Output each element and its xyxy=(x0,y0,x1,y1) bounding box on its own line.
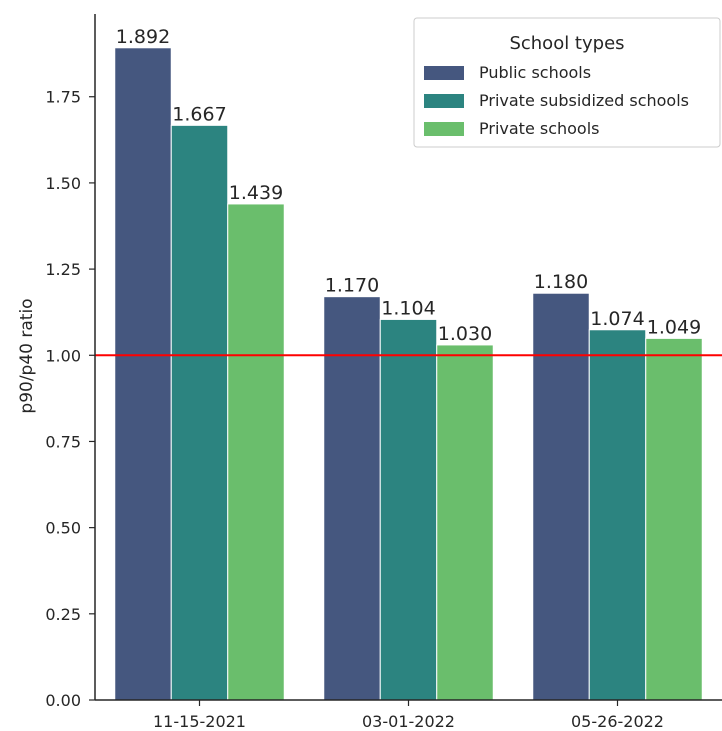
legend-swatch xyxy=(424,66,464,80)
y-tick-label: 1.00 xyxy=(45,346,81,365)
bar xyxy=(170,124,229,701)
bar-value-label: 1.049 xyxy=(647,316,701,338)
bar xyxy=(588,329,647,701)
y-axis-title: p90/p40 ratio xyxy=(17,298,37,413)
bar-value-label: 1.892 xyxy=(116,26,170,48)
bars-group xyxy=(114,47,703,701)
bar-value-label: 1.030 xyxy=(438,323,492,345)
y-tick-label: 0.75 xyxy=(45,432,81,451)
bar xyxy=(645,337,703,701)
legend-swatch xyxy=(424,122,464,136)
bar xyxy=(379,318,438,701)
legend-label: Private subsidized schools xyxy=(479,91,689,110)
y-axis: 0.00 0.25 0.50 0.75 1.00 1.25 1.50 1.75 xyxy=(45,88,95,710)
bar-value-label: 1.180 xyxy=(534,271,588,293)
y-tick-label: 1.50 xyxy=(45,174,81,193)
legend-label: Private schools xyxy=(479,119,600,138)
bar-value-label: 1.439 xyxy=(229,182,283,204)
y-tick-label: 0.50 xyxy=(45,519,81,538)
x-tick-label: 03-01-2022 xyxy=(362,712,455,731)
y-tick-label: 0.00 xyxy=(45,691,81,710)
y-tick-label: 1.75 xyxy=(45,88,81,107)
y-tick-label: 0.25 xyxy=(45,605,81,624)
x-axis: 11-15-2021 03-01-2022 05-26-2022 xyxy=(153,700,664,731)
bar-value-label: 1.170 xyxy=(325,275,379,297)
y-tick-label: 1.25 xyxy=(45,260,81,279)
legend-label: Public schools xyxy=(479,63,591,82)
bar-value-label: 1.074 xyxy=(590,308,644,330)
bar xyxy=(227,203,285,701)
x-tick-label: 05-26-2022 xyxy=(571,712,664,731)
x-tick-label: 11-15-2021 xyxy=(153,712,246,731)
legend-title: School types xyxy=(509,33,624,54)
legend-box xyxy=(413,17,721,148)
bar xyxy=(323,296,381,701)
bar-value-label: 1.667 xyxy=(172,103,226,125)
bar xyxy=(436,344,494,701)
bar xyxy=(114,47,172,701)
legend: School types Public schools Private subsi… xyxy=(413,17,721,148)
bar-value-label: 1.104 xyxy=(381,297,435,319)
legend-swatch xyxy=(424,94,464,108)
bar xyxy=(532,292,590,701)
